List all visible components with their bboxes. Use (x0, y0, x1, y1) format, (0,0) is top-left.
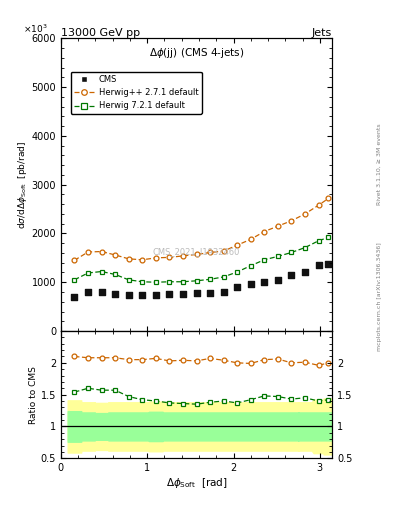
Point (180, 290, 186, 298)
Point (302, 268, 308, 276)
Point (166, 290, 173, 298)
Point (152, 291, 159, 300)
Point (234, 283, 240, 291)
Point (207, 289, 213, 297)
Point (85, 288, 91, 296)
Point (325, 260, 332, 268)
Text: Jets: Jets (312, 28, 332, 37)
Point (139, 291, 145, 300)
Point (288, 271, 294, 279)
Point (275, 275, 281, 284)
Text: CMS_2021_I1932460: CMS_2021_I1932460 (153, 247, 240, 257)
Point (71, 293, 77, 301)
Text: 13000 GeV pp: 13000 GeV pp (61, 28, 140, 37)
Point (261, 278, 267, 286)
Y-axis label: d$\sigma$/d$\Delta\phi_{\rm Soft}$  [pb/rad]: d$\sigma$/d$\Delta\phi_{\rm Soft}$ [pb/r… (16, 140, 29, 229)
Point (125, 291, 132, 300)
Point (112, 290, 118, 298)
Text: $\Delta\phi$(jj) (CMS 4-jets): $\Delta\phi$(jj) (CMS 4-jets) (149, 46, 244, 60)
Point (193, 289, 200, 297)
Text: mcplots.cern.ch [arXiv:1306.3436]: mcplots.cern.ch [arXiv:1306.3436] (377, 243, 382, 351)
Y-axis label: Ratio to CMS: Ratio to CMS (29, 366, 38, 423)
Point (98, 288, 105, 296)
X-axis label: $\Delta\phi_{\rm Soft}$  [rad]: $\Delta\phi_{\rm Soft}$ [rad] (165, 476, 228, 490)
Point (220, 287, 227, 295)
Text: Rivet 3.1.10, ≥ 3M events: Rivet 3.1.10, ≥ 3M events (377, 123, 382, 205)
Text: $\times10^3$: $\times10^3$ (23, 23, 48, 35)
Point (316, 261, 322, 269)
Legend: CMS, Herwig++ 2.7.1 default, Herwig 7.2.1 default: CMS, Herwig++ 2.7.1 default, Herwig 7.2.… (70, 72, 202, 114)
Point (248, 280, 254, 288)
